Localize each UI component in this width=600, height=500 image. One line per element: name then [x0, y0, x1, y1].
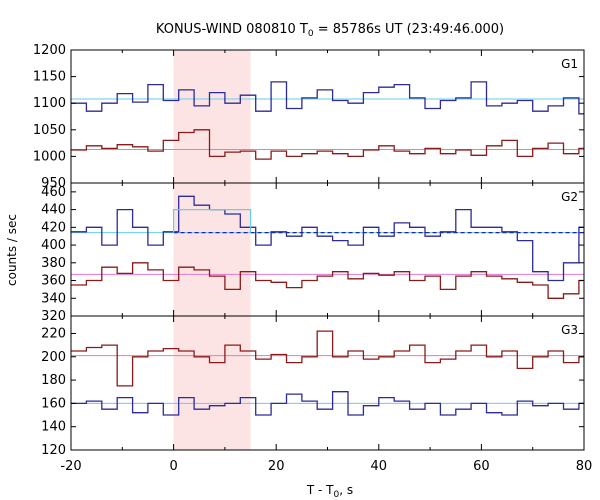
chart-title: KONUS-WIND 080810 T0 = 85786s UT (23:49:…	[156, 22, 504, 39]
series-g2-1	[71, 262, 584, 299]
panel-g3: 120 140 160 180 200 220 G3	[41, 315, 585, 458]
panel-label: G2	[561, 190, 578, 204]
y-tick-label: 1050	[33, 123, 66, 138]
y-tick-label: 1200	[33, 43, 66, 58]
plot-layer: 95010001050110011501200G1320340360380400…	[33, 43, 592, 474]
y-tick-label: 440	[41, 203, 66, 218]
y-tick-label: 1000	[33, 149, 66, 164]
panel-label: G1	[561, 57, 578, 71]
x-tick-label: 20	[268, 459, 285, 474]
y-tick-label: 420	[41, 220, 66, 235]
series-g1-1	[71, 129, 584, 160]
y-tick-label: 1100	[33, 96, 66, 111]
x-tick-label: -20	[60, 459, 81, 474]
y-tick-label: 120	[41, 443, 66, 458]
panel-label: G3	[561, 323, 578, 337]
y-axis-label: counts / sec	[5, 214, 19, 286]
y-tick-label: 460	[41, 185, 66, 200]
x-tick-label: 0	[169, 459, 177, 474]
y-tick-label: 320	[41, 309, 66, 324]
y-tick-label: 950	[41, 176, 66, 191]
series-g1-0	[71, 81, 584, 115]
series-g3-1	[71, 330, 584, 387]
y-tick-label: 360	[41, 274, 66, 289]
x-tick-label: 60	[473, 459, 490, 474]
y-tick-label: 140	[41, 420, 66, 435]
x-axis-label: T - T0, s	[306, 483, 353, 500]
y-tick-label: 180	[41, 373, 66, 388]
shaded-interval	[173, 50, 251, 450]
x-tick-label: 80	[576, 459, 593, 474]
y-tick-label: 220	[41, 326, 66, 341]
x-tick-label: 40	[371, 459, 388, 474]
panel-g1: 950 1000 1050 1100 1150 1200 G1	[33, 43, 585, 191]
y-tick-label: 200	[41, 350, 66, 365]
y-tick-label: 340	[41, 291, 66, 306]
y-tick-label: 1150	[33, 70, 66, 85]
y-tick-label: 380	[41, 256, 66, 271]
y-tick-label: 400	[41, 238, 66, 253]
series-g2-0	[71, 195, 584, 282]
step-outline-g2-0	[173, 209, 252, 233]
series-g3-0	[71, 391, 584, 416]
y-tick-label: 160	[41, 396, 66, 411]
